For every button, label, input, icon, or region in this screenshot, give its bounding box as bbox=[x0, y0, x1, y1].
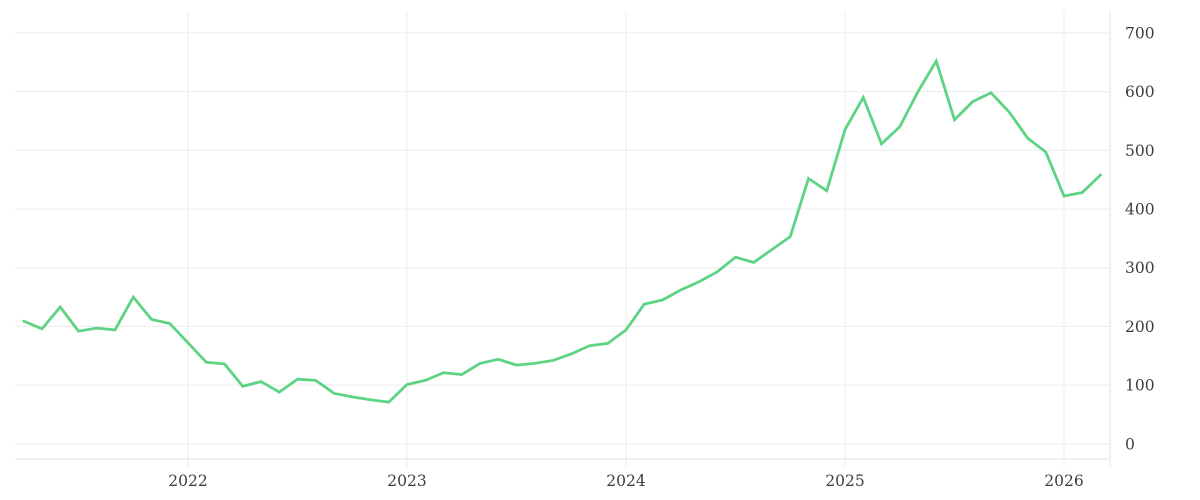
x-tick-label: 2024 bbox=[606, 472, 646, 490]
x-tick-label: 2026 bbox=[1044, 472, 1083, 490]
y-tick-label: 300 bbox=[1125, 259, 1155, 277]
y-tick-label: 200 bbox=[1125, 318, 1155, 336]
y-tick-label: 400 bbox=[1125, 201, 1155, 219]
y-tick-label: 100 bbox=[1125, 377, 1155, 395]
x-tick-label: 2022 bbox=[168, 472, 207, 490]
y-tick-label: 700 bbox=[1125, 24, 1155, 42]
y-tick-label: 0 bbox=[1125, 435, 1135, 453]
y-tick-label: 500 bbox=[1125, 142, 1155, 160]
series-line[interactable] bbox=[22, 57, 1102, 404]
x-tick-label: 2023 bbox=[387, 472, 426, 490]
y-tick-label: 600 bbox=[1125, 83, 1155, 101]
x-tick-label: 2025 bbox=[825, 472, 864, 490]
